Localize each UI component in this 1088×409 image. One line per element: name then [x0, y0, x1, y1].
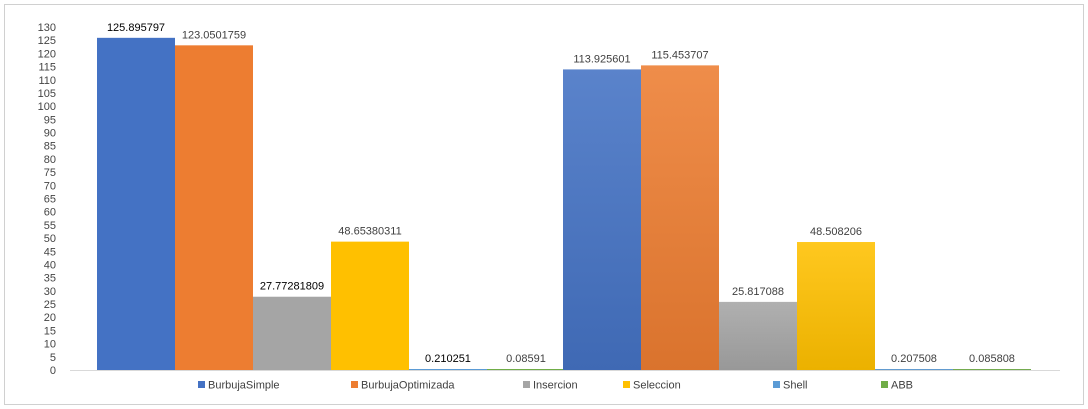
bar-burbujaoptimizada [175, 45, 253, 370]
data-label: 48.65380311 [338, 226, 401, 238]
y-tick-label: 55 [44, 220, 56, 232]
bar-shell [409, 369, 487, 370]
y-axis: 0510152025303540455055606570758085909510… [38, 22, 56, 377]
y-tick-label: 20 [44, 312, 56, 324]
legend-item-insercion: Insercion [523, 380, 578, 392]
bar-insercion [253, 296, 331, 370]
bar-burbujaoptimizada [641, 65, 719, 371]
legend-label: ABB [891, 380, 913, 392]
y-tick-label: 25 [44, 299, 56, 311]
y-tick-label: 30 [44, 286, 56, 298]
y-tick-label: 60 [44, 207, 56, 219]
legend-label: Shell [783, 380, 807, 392]
y-tick-label: 70 [44, 180, 56, 192]
y-tick-label: 100 [38, 101, 56, 113]
data-label: 0.210251 [425, 353, 471, 365]
data-label: 0.085808 [969, 353, 1015, 365]
data-label: 48.508206 [810, 226, 862, 238]
y-tick-label: 90 [44, 128, 56, 140]
legend-item-burbujasimple: BurbujaSimple [198, 380, 280, 392]
y-tick-label: 65 [44, 194, 56, 206]
y-tick-label: 75 [44, 167, 56, 179]
bar-burbujasimple [97, 37, 175, 370]
legend-item-seleccion: Seleccion [623, 380, 681, 392]
legend-label: BurbujaOptimizada [361, 380, 455, 392]
y-tick-label: 80 [44, 154, 56, 166]
legend-label: BurbujaSimple [208, 380, 280, 392]
y-tick-label: 120 [38, 48, 56, 60]
y-tick-label: 35 [44, 273, 56, 285]
y-tick-label: 50 [44, 233, 56, 245]
legend-swatch [623, 381, 630, 388]
y-tick-label: 110 [38, 75, 56, 87]
y-tick-label: 125 [38, 35, 56, 47]
y-tick-label: 15 [44, 325, 56, 337]
legend-item-shell: Shell [773, 380, 807, 392]
bar-abb [487, 369, 565, 370]
legend-swatch [881, 381, 888, 388]
y-tick-label: 95 [44, 114, 56, 126]
y-tick-label: 105 [38, 88, 56, 100]
data-label: 0.08591 [506, 353, 546, 365]
data-label: 27.77281809 [260, 281, 324, 293]
legend-item-abb: ABB [881, 380, 913, 392]
legend-swatch [523, 381, 530, 388]
bar-shell [875, 369, 953, 370]
data-label: 125.895797 [107, 22, 165, 34]
bar-insercion [719, 301, 797, 370]
legend-swatch [198, 381, 205, 388]
y-tick-label: 85 [44, 141, 56, 153]
data-label: 113.925601 [573, 53, 630, 65]
y-tick-label: 5 [50, 352, 56, 364]
data-label: 115.453707 [651, 49, 708, 61]
y-tick-label: 0 [50, 365, 56, 377]
legend-label: Seleccion [633, 380, 681, 392]
y-tick-label: 40 [44, 259, 56, 271]
data-label: 25.817088 [732, 286, 784, 298]
legend-swatch [351, 381, 358, 388]
legend: BurbujaSimple BurbujaOptimizada Insercion S… [198, 380, 913, 392]
data-label: 123.0501759 [182, 29, 246, 41]
bar-seleccion [797, 242, 875, 370]
y-tick-label: 130 [38, 22, 56, 34]
legend-item-burbujaoptimizada: BurbujaOptimizada [351, 380, 455, 392]
bar-burbujasimple [563, 69, 641, 370]
y-tick-label: 115 [38, 62, 56, 74]
bar-abb [953, 369, 1031, 370]
data-label: 0.207508 [891, 353, 937, 365]
bars [97, 37, 1031, 371]
legend-swatch [773, 381, 780, 388]
data-labels: 125.895797 123.0501759 27.77281809 48.65380… [107, 22, 1015, 365]
legend-label: Insercion [533, 380, 578, 392]
bar-seleccion [331, 241, 409, 370]
y-tick-label: 10 [44, 339, 56, 351]
y-tick-label: 45 [44, 246, 56, 258]
